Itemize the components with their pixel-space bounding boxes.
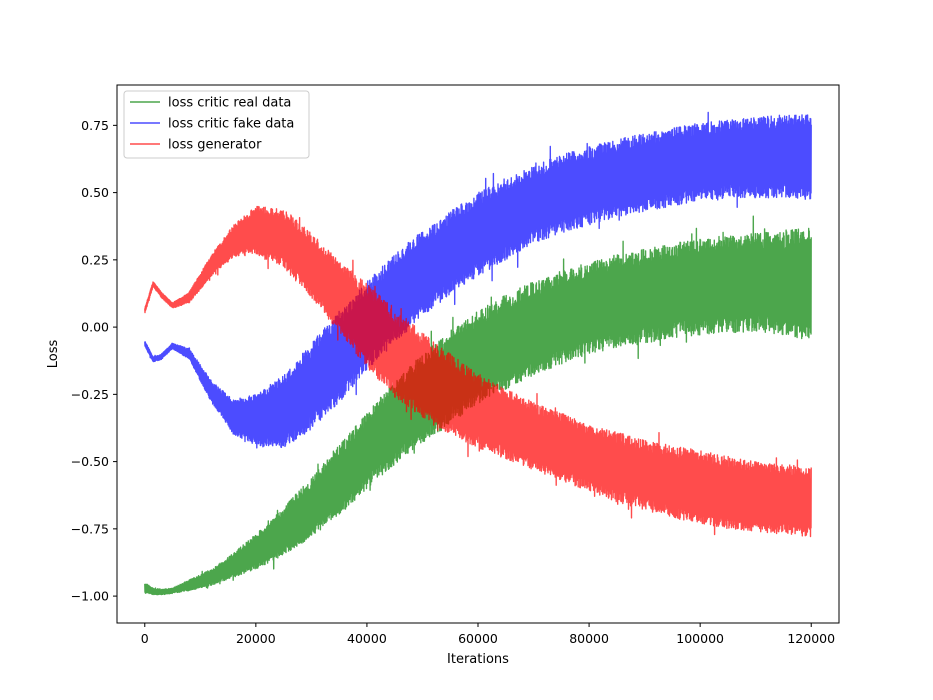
x-axis: 0 20000 40000 60000 80000 100000 120000 <box>141 623 835 646</box>
legend-box <box>123 90 310 159</box>
y-tick-label: 0.00 <box>81 320 109 335</box>
y-tick-label: −0.50 <box>71 454 109 469</box>
y-tick-label: 0.75 <box>81 118 109 133</box>
x-axis-label: Iterations <box>447 652 509 667</box>
legend: loss critic real data loss critic fake da… <box>123 90 310 159</box>
x-tick-label: 40000 <box>347 631 387 646</box>
series-line-1 <box>144 111 812 449</box>
series-line-2 <box>144 205 812 538</box>
y-tick-label: −1.00 <box>71 589 109 604</box>
x-tick-label: 60000 <box>458 631 498 646</box>
legend-label: loss critic fake data <box>168 117 294 132</box>
series-line-0 <box>144 215 812 596</box>
series-layer <box>144 111 812 596</box>
y-tick-label: 0.25 <box>81 252 109 267</box>
legend-label: loss generator <box>168 138 262 153</box>
legend-label: loss critic real data <box>168 96 291 111</box>
y-tick-label: 0.50 <box>81 185 109 200</box>
y-axis: −1.00 −0.75 −0.50 −0.25 0.00 0.25 0.50 0.75 <box>71 118 117 604</box>
y-axis-label: Loss <box>46 340 61 369</box>
x-tick-label: 80000 <box>569 631 609 646</box>
x-tick-label: 20000 <box>236 631 276 646</box>
y-tick-label: −0.75 <box>71 521 109 536</box>
y-tick-label: −0.25 <box>71 387 109 402</box>
x-tick-label: 100000 <box>676 631 724 646</box>
x-tick-label: 120000 <box>787 631 835 646</box>
x-tick-label: 0 <box>141 631 149 646</box>
